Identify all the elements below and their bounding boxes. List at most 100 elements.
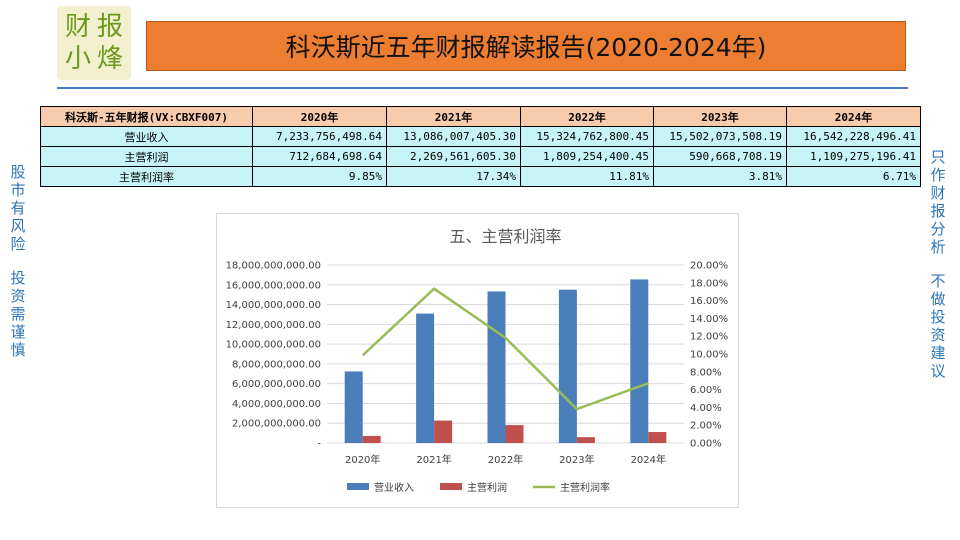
row-label: 主营利润率: [40, 166, 253, 187]
title-banner: 科沃斯近五年财报解读报告(2020-2024年): [146, 21, 906, 71]
side-char: 析: [930, 238, 946, 256]
side-char: 有: [10, 199, 26, 217]
y-left-tick-label: 18,000,000,000.00: [226, 261, 321, 272]
logo-char: 烽: [96, 44, 123, 74]
table-cell: 1,809,254,400.45: [520, 146, 654, 167]
bar-profit: [576, 437, 595, 443]
side-char: 谨: [10, 323, 26, 341]
side-char: 资: [930, 326, 946, 344]
table-header-year: 2023年: [653, 106, 787, 127]
table-header-year: 2020年: [252, 106, 387, 127]
y-left-tick-label: 14,000,000,000.00: [226, 300, 321, 311]
combo-chart: 五、主营利润率 - 2,000,000,000.00 4,000,000,000.00…: [226, 227, 729, 494]
table-header-year: 2021年: [386, 106, 521, 127]
y-left-tick-label: 16,000,000,000.00: [226, 280, 321, 291]
legend-label: 主营利润率: [560, 481, 610, 494]
bar-profit: [505, 425, 524, 443]
table-cell: 712,684,698.64: [252, 146, 387, 167]
legend-label: 主营利润: [467, 481, 507, 494]
chart-container: 五、主营利润率 - 2,000,000,000.00 4,000,000,000.00…: [216, 213, 739, 508]
side-char: 市: [10, 181, 26, 199]
side-char: 作: [930, 166, 946, 184]
side-char: 做: [930, 290, 946, 308]
table-cell: 3.81%: [653, 166, 787, 187]
table-cell: 2,269,561,605.30: [386, 146, 521, 167]
y-right-tick-label: 18.00%: [690, 278, 728, 289]
financial-table: 科沃斯-五年财报(VX:CBXF007) 2020年 2021年 2022年 2…: [40, 106, 921, 187]
bar-revenue: [558, 289, 577, 443]
line-margin-rate: [361, 287, 649, 411]
bar-profit: [362, 435, 381, 443]
side-char: 建: [930, 344, 946, 362]
side-char: 报: [930, 202, 946, 220]
x-tick-label: 2022年: [488, 453, 523, 466]
table-cell: 17.34%: [386, 166, 521, 187]
row-label: 营业收入: [40, 126, 253, 147]
x-tick-label: 2020年: [345, 453, 380, 466]
legend-label: 营业收入: [374, 481, 414, 494]
y-left-tick-label: 8,000,000,000.00: [232, 359, 321, 370]
table-cell: 7,233,756,498.64: [252, 126, 387, 147]
y-right-tick-label: 2.00%: [690, 421, 722, 432]
side-char: 慎: [10, 341, 26, 359]
y-right-tick-label: 16.00%: [690, 296, 728, 307]
side-char: 需: [10, 305, 26, 323]
table-row: 主营利润 712,684,698.64 2,269,561,605.30 1,8…: [40, 146, 921, 167]
side-gap: [8, 253, 28, 269]
y-left-tick-label: 2,000,000,000.00: [232, 419, 321, 430]
y-right-tick-label: 12.00%: [690, 332, 728, 343]
bar-profit: [648, 432, 667, 443]
table-cell: 11.81%: [520, 166, 654, 187]
bar-revenue: [344, 371, 363, 443]
y-right-tick-label: 14.00%: [690, 314, 728, 325]
side-char: 议: [930, 362, 946, 380]
side-char: 只: [930, 148, 946, 166]
table-cell: 15,324,762,800.45: [520, 126, 654, 147]
y-right-tick-label: 20.00%: [690, 261, 728, 272]
bar-revenue: [416, 313, 435, 443]
table-cell: 6.71%: [786, 166, 921, 187]
side-char: 不: [930, 272, 946, 290]
side-char: 风: [10, 217, 26, 235]
x-tick-label: 2024年: [631, 453, 666, 466]
table-cell: 13,086,007,405.30: [386, 126, 521, 147]
side-char: 股: [10, 163, 26, 181]
y-left-tick-label: -: [317, 439, 321, 450]
legend-swatch: [440, 483, 462, 490]
x-tick-label: 2023年: [559, 453, 594, 466]
side-char: 财: [930, 184, 946, 202]
bar-revenue: [630, 279, 649, 443]
y-right-tick-label: 10.00%: [690, 350, 728, 361]
table-cell: 15,502,073,508.19: [653, 126, 787, 147]
y-left-tick-label: 12,000,000,000.00: [226, 320, 321, 331]
table-header-label: 科沃斯-五年财报(VX:CBXF007): [40, 106, 253, 127]
side-char: 险: [10, 235, 26, 253]
table-row: 营业收入 7,233,756,498.64 13,086,007,405.30 …: [40, 126, 921, 147]
logo-char: 小: [64, 44, 91, 74]
logo: 财 报 小 烽: [57, 6, 131, 80]
row-label: 主营利润: [40, 146, 253, 167]
table-cell: 590,668,708.19: [653, 146, 787, 167]
bar-profit: [434, 420, 453, 443]
table-cell: 9.85%: [252, 166, 387, 187]
table-cell: 16,542,228,496.41: [786, 126, 921, 147]
y-left-tick-label: 6,000,000,000.00: [232, 379, 321, 390]
logo-char: 财: [64, 12, 91, 42]
x-tick-label: 2021年: [416, 453, 451, 466]
side-char: 分: [930, 220, 946, 238]
y-right-tick-label: 6.00%: [690, 385, 722, 396]
side-char: 资: [10, 287, 26, 305]
side-gap: [928, 256, 948, 272]
table-header-row: 科沃斯-五年财报(VX:CBXF007) 2020年 2021年 2022年 2…: [40, 106, 921, 127]
y-right-tick-label: 8.00%: [690, 367, 722, 378]
side-char: 投: [10, 269, 26, 287]
side-char: 投: [930, 308, 946, 326]
table-header-year: 2024年: [786, 106, 921, 127]
logo-char: 报: [96, 12, 123, 42]
side-note-right: 只作财报分析不做投资建议: [928, 148, 948, 380]
y-right-tick-label: 0.00%: [690, 439, 722, 450]
divider: [57, 87, 908, 89]
side-note-left: 股市有风险投资需谨慎: [8, 163, 28, 359]
table-row: 主营利润率 9.85% 17.34% 11.81% 3.81% 6.71%: [40, 166, 921, 187]
page-title: 科沃斯近五年财报解读报告(2020-2024年): [285, 33, 767, 62]
